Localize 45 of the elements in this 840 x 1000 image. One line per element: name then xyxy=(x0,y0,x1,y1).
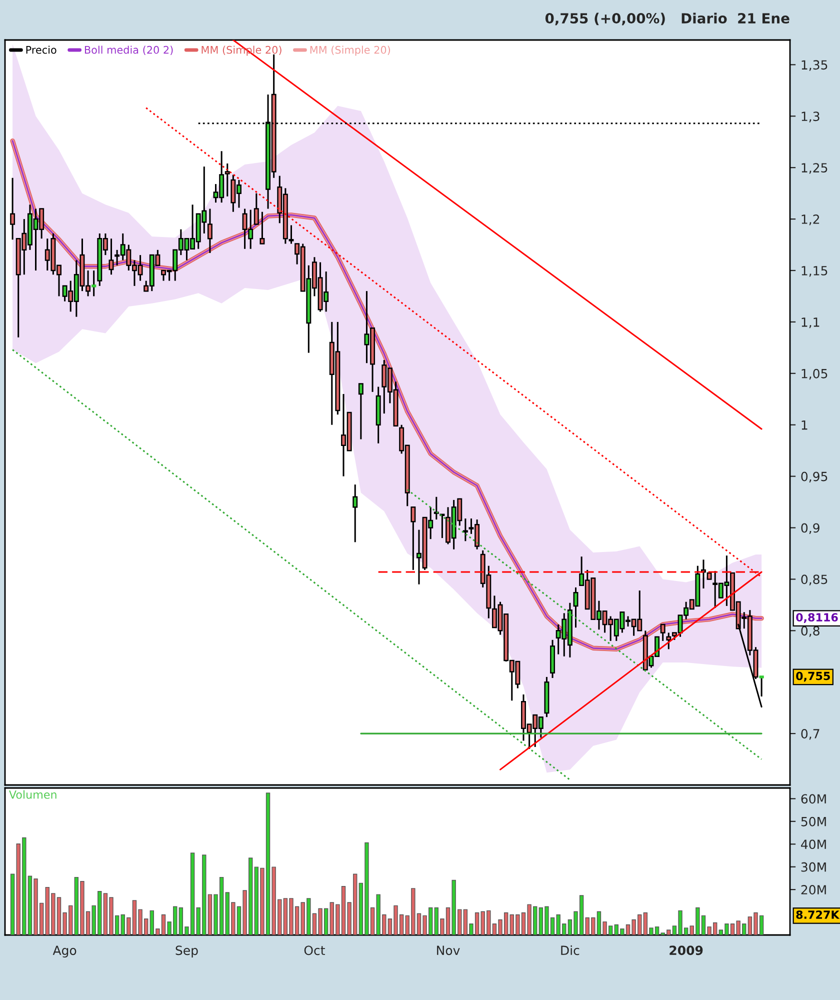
y-tick-label: 1,2 xyxy=(802,214,820,226)
y-tick-label: 0,95 xyxy=(801,472,828,482)
y-tick-label: 20M xyxy=(801,885,826,894)
candlestick xyxy=(462,518,468,542)
x-tick-label: 2009 xyxy=(670,946,703,956)
candlestick xyxy=(10,177,16,240)
candlestick xyxy=(108,238,114,276)
y-tick-label: 1,25 xyxy=(802,163,828,174)
y-tick-label: 1,1 xyxy=(802,318,820,328)
y-tick-label: 1,05 xyxy=(802,368,828,380)
candlestick xyxy=(207,208,212,254)
y-tick-label: 0,9 xyxy=(801,523,820,534)
candlestick xyxy=(260,211,265,245)
y-tick-label: 1,15 xyxy=(802,266,828,277)
y-tick-label: 30M xyxy=(801,862,826,872)
y-tick-label: 50M xyxy=(801,816,826,826)
legend-label: Boll media (20 2) xyxy=(84,46,173,56)
candlestick xyxy=(288,224,294,245)
x-tick-label: Ago xyxy=(52,946,76,958)
bar xyxy=(10,874,15,935)
y-tick-label: 0,7 xyxy=(801,729,820,740)
x-tick-label: Oct xyxy=(304,946,325,956)
legend-label: Precio xyxy=(26,46,56,54)
candlestick xyxy=(410,506,416,571)
x-tick-label: Nov xyxy=(437,946,460,956)
chart-title: 0,755 (+0,00%) Diario 21 Ene xyxy=(545,12,790,26)
candlestick xyxy=(358,382,364,440)
y-tick-label: 40M xyxy=(801,840,826,850)
y-tick-label: 0,85 xyxy=(801,574,828,586)
text: 0,755 xyxy=(796,672,830,682)
x-tick-label: Sep xyxy=(176,946,198,958)
candlestick xyxy=(660,624,666,642)
candlestick xyxy=(352,484,358,543)
text: 8.727K xyxy=(796,910,840,919)
chart-title: Volumen xyxy=(9,790,56,799)
x-tick-label: Dic xyxy=(561,945,580,956)
candlestick xyxy=(573,586,578,628)
candlestick xyxy=(254,192,259,225)
y-tick-label: 1 xyxy=(802,420,808,430)
y-tick-label: 1,3 xyxy=(802,112,820,122)
y-tick-label: 0,8 xyxy=(801,626,820,637)
y-tick-label: 1,35 xyxy=(802,60,828,71)
legend-label: MM (Simple 20) xyxy=(310,46,390,56)
y-tick-label: 60M xyxy=(801,794,826,804)
text: 0,8116 xyxy=(796,613,838,623)
